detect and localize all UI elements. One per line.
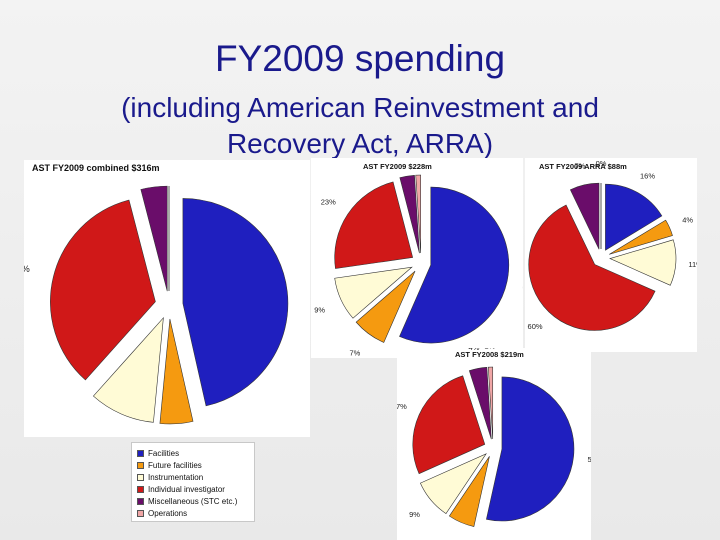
slide-subtitle: (including American Reinvestment and Rec… bbox=[0, 90, 720, 162]
pie-chart-combined-panel: AST FY2009 combined $316m46%5%10%34%4%0% bbox=[24, 160, 310, 437]
pie-slice-miscellaneous-stc-etc bbox=[140, 185, 168, 292]
legend-label: Future facilities bbox=[148, 460, 202, 470]
pie-chart-fy2009: AST FY2009 $228m56%7%9%23%3%1% bbox=[314, 162, 523, 358]
pie-slice-label: 60% bbox=[528, 322, 543, 331]
legend-label: Instrumentation bbox=[148, 472, 204, 482]
legend-item-future-facilities: Future facilities bbox=[137, 459, 249, 471]
pie-slice-label: 0% bbox=[596, 159, 607, 168]
pie-slice-label: 4% bbox=[469, 348, 480, 352]
pie-slice-facilities bbox=[605, 183, 663, 251]
pie-slice-individual-investigator bbox=[50, 199, 156, 381]
legend-swatch bbox=[137, 449, 144, 457]
chart-title: AST FY2009 ARRA $88m bbox=[539, 162, 627, 171]
pie-slice-label: 6% bbox=[447, 538, 458, 540]
legend-label: Individual investigator bbox=[148, 484, 225, 494]
legend-swatch bbox=[137, 509, 144, 517]
pie-slice-label: 4% bbox=[682, 216, 693, 225]
legend-swatch bbox=[137, 497, 144, 505]
legend-swatch bbox=[137, 473, 144, 481]
chart-title: AST FY2009 combined $316m bbox=[32, 163, 160, 173]
legend-label: Operations bbox=[148, 508, 188, 518]
pie-slice-label: 7% bbox=[350, 349, 361, 358]
subtitle-line-1: (including American Reinvestment and bbox=[121, 92, 599, 123]
pie-chart-fy2008: AST FY2008 $219m 54% 6% 9% 27% 4% 1% bbox=[397, 348, 591, 540]
chart-legend: Facilities Future facilities Instrumenta… bbox=[131, 442, 255, 522]
legend-swatch bbox=[137, 461, 144, 469]
pie-slice-operations bbox=[415, 174, 421, 254]
pie-slice-label: 16% bbox=[640, 171, 655, 180]
legend-label: Facilities bbox=[148, 448, 180, 458]
pie-slice-instrumentation bbox=[609, 239, 677, 286]
pie-slice-individual-investigator bbox=[334, 181, 414, 269]
pie-slice-instrumentation bbox=[92, 316, 164, 423]
pie-slice-future-facilities bbox=[159, 318, 194, 425]
legend-label: Miscellaneous (STC etc.) bbox=[148, 496, 238, 506]
chart-title: AST FY2009 $228m bbox=[363, 162, 432, 171]
pie-slice-miscellaneous-stc-etc bbox=[399, 174, 420, 254]
pie-slice-label: 9% bbox=[409, 510, 420, 519]
slide-title: FY2009 spending bbox=[214, 38, 506, 79]
legend-item-miscellaneous: Miscellaneous (STC etc.) bbox=[137, 495, 249, 507]
pie-slice-individual-investigator bbox=[412, 375, 486, 475]
pie-chart-fy2009-panel: AST FY2009 $228m56%7%9%23%3%1% bbox=[311, 158, 523, 358]
pie-slice-instrumentation bbox=[419, 453, 487, 515]
pie-slice-future-facilities bbox=[609, 219, 673, 255]
pie-slice-label: 9% bbox=[314, 305, 325, 314]
pie-slice-label: 23% bbox=[321, 197, 336, 206]
pie-slice-label: 34% bbox=[24, 264, 30, 274]
pie-slice-label: 27% bbox=[397, 402, 407, 411]
pie-slice-facilities bbox=[182, 198, 289, 407]
pie-slice-label: 1% bbox=[484, 348, 495, 350]
pie-slice-instrumentation bbox=[334, 266, 413, 319]
pie-slice-future-facilities bbox=[448, 456, 490, 527]
pie-chart-arra-panel: AST FY2009 ARRA $88m 16% 4% 11% 60% 7% 0% bbox=[525, 158, 697, 352]
pie-chart-arra: AST FY2009 ARRA $88m 16% 4% 11% 60% 7% 0% bbox=[528, 159, 697, 331]
pie-slice-label: 11% bbox=[688, 260, 697, 269]
legend-swatch bbox=[137, 485, 144, 493]
pie-slice-individual-investigator bbox=[528, 204, 656, 331]
legend-item-facilities: Facilities bbox=[137, 447, 249, 459]
subtitle-line-2: Recovery Act, ARRA) bbox=[226, 128, 494, 159]
legend-item-operations: Operations bbox=[137, 507, 249, 519]
pie-slice-label: 7% bbox=[574, 162, 585, 171]
chart-title: AST FY2008 $219m bbox=[455, 350, 524, 359]
pie-slice-operations bbox=[487, 366, 494, 440]
pie-slice-future-facilities bbox=[355, 270, 416, 343]
pie-slice-facilities bbox=[399, 186, 510, 344]
pie-slice-miscellaneous-stc-etc bbox=[569, 182, 600, 250]
pie-slice-facilities bbox=[486, 376, 575, 522]
pie-slice-label: 54% bbox=[587, 455, 591, 464]
legend-item-individual-investigator: Individual investigator bbox=[137, 483, 249, 495]
legend-item-instrumentation: Instrumentation bbox=[137, 471, 249, 483]
pie-slice-miscellaneous-stc-etc bbox=[468, 366, 492, 440]
pie-chart-combined: AST FY2009 combined $316m46%5%10%34%4%0% bbox=[24, 163, 289, 425]
pie-chart-fy2008-panel: AST FY2008 $219m 54% 6% 9% 27% 4% 1% bbox=[397, 348, 591, 540]
